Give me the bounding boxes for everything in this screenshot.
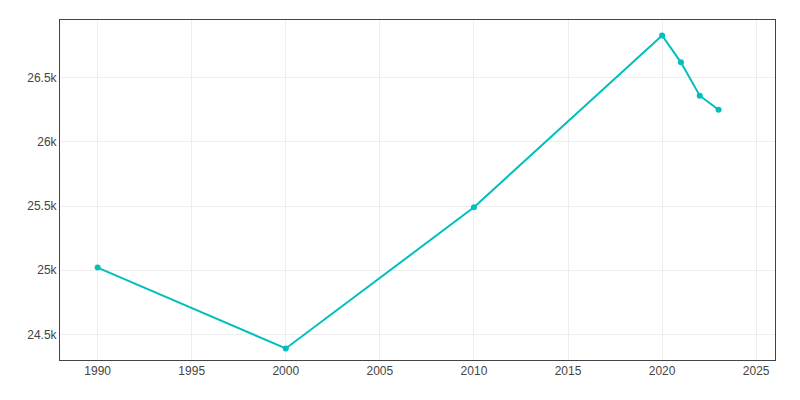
svg-text:2020: 2020 <box>649 364 676 378</box>
svg-text:2005: 2005 <box>367 364 394 378</box>
svg-text:24.5k: 24.5k <box>27 328 57 342</box>
svg-text:1990: 1990 <box>84 364 111 378</box>
svg-text:1995: 1995 <box>178 364 205 378</box>
svg-text:26.5k: 26.5k <box>27 71 57 85</box>
svg-text:25k: 25k <box>37 263 57 277</box>
svg-text:2015: 2015 <box>555 364 582 378</box>
svg-text:2025: 2025 <box>743 364 770 378</box>
svg-text:2010: 2010 <box>461 364 488 378</box>
svg-text:26k: 26k <box>37 135 57 149</box>
svg-text:2000: 2000 <box>272 364 299 378</box>
svg-text:25.5k: 25.5k <box>27 199 57 213</box>
